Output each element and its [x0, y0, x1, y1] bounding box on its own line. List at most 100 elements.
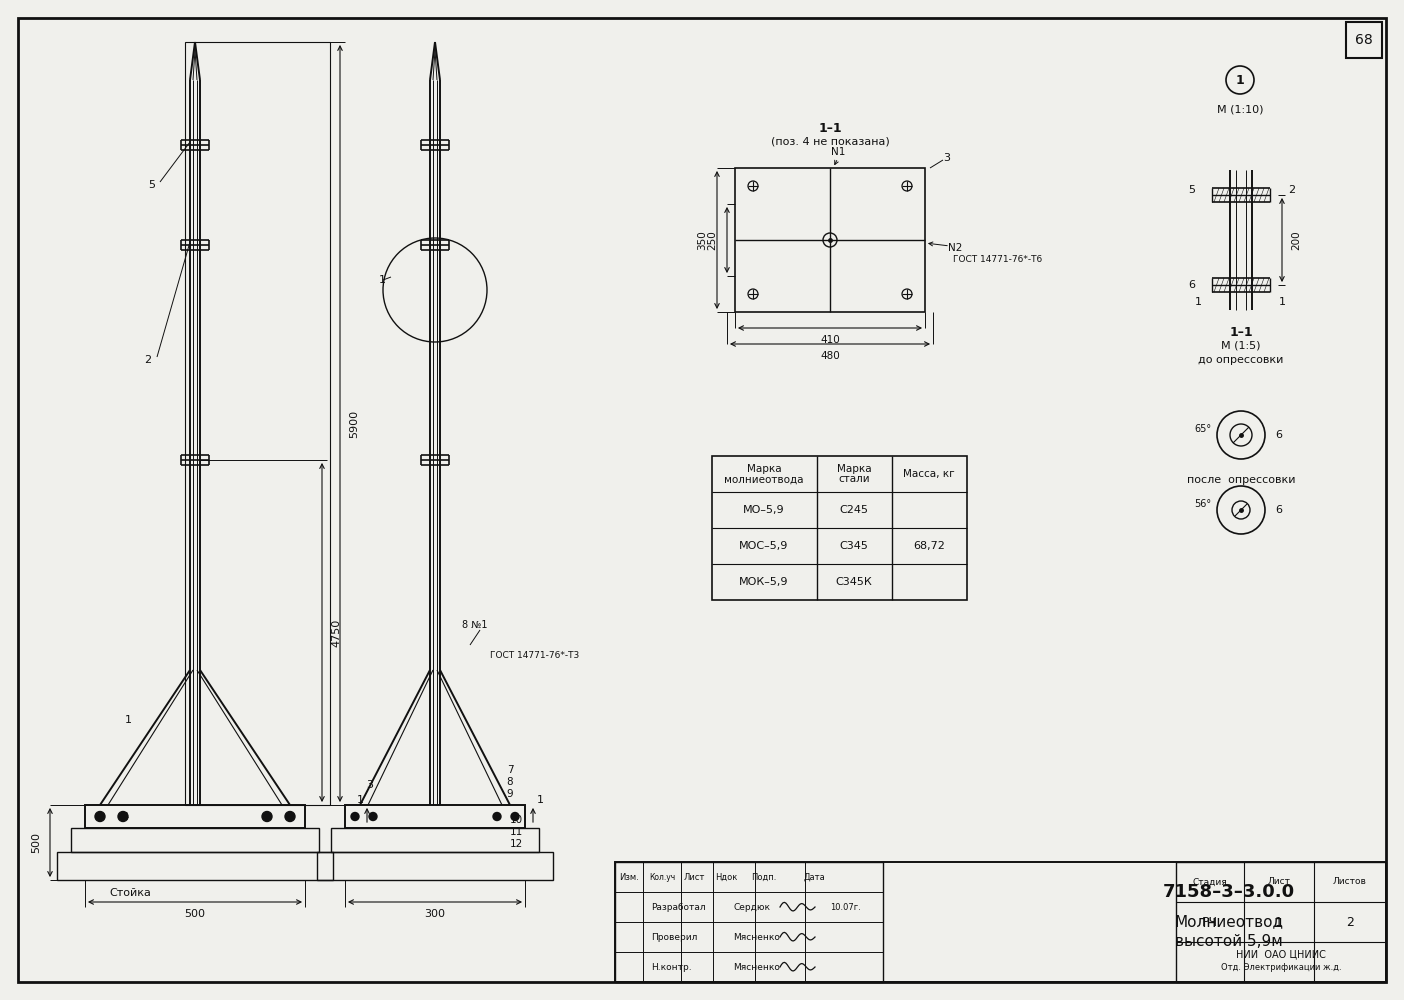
Text: Кол.уч: Кол.уч	[649, 872, 675, 882]
Text: 65°: 65°	[1195, 424, 1212, 434]
Bar	[345, 805, 525, 828]
Text: 9: 9	[507, 789, 514, 799]
Circle shape	[351, 812, 359, 820]
Text: 8: 8	[507, 777, 514, 787]
Text: 12: 12	[510, 839, 522, 849]
Text: Подп.: Подп.	[751, 872, 776, 882]
Text: 3: 3	[366, 780, 373, 790]
Text: 1: 1	[1195, 297, 1202, 307]
Text: 5900: 5900	[350, 409, 359, 438]
Text: 1–1: 1–1	[1228, 326, 1252, 338]
Text: 1–1: 1–1	[819, 121, 842, 134]
Text: Масса, кг: Масса, кг	[903, 469, 955, 479]
Text: 5: 5	[1189, 185, 1195, 195]
Circle shape	[95, 812, 105, 822]
Bar	[331, 828, 539, 852]
Text: 1: 1	[1275, 916, 1283, 928]
Text: 2: 2	[1346, 916, 1353, 928]
Text: С345: С345	[840, 541, 869, 551]
Text: 6: 6	[1275, 430, 1282, 440]
Text: (поз. 4 не показана): (поз. 4 не показана)	[771, 137, 889, 147]
Text: Ндок: Ндок	[715, 872, 737, 882]
Text: N1: N1	[831, 147, 845, 157]
Text: 4750: 4750	[331, 618, 341, 647]
Text: 1: 1	[1236, 74, 1244, 87]
Text: МОК–5,9: МОК–5,9	[740, 577, 789, 587]
Text: Изм.: Изм.	[619, 872, 639, 882]
Text: Листов: Листов	[1332, 878, 1367, 886]
Text: 1: 1	[536, 795, 543, 805]
Text: Мясненко: Мясненко	[733, 962, 779, 972]
Circle shape	[369, 812, 378, 820]
Text: Стойка: Стойка	[110, 888, 152, 898]
Text: 10: 10	[510, 815, 522, 825]
Text: Н.контр.: Н.контр.	[651, 962, 692, 972]
Bar	[185, 42, 330, 805]
Text: стали: стали	[838, 474, 870, 484]
Text: Марка: Марка	[837, 464, 872, 474]
Bar	[58, 852, 333, 880]
Text: 11: 11	[510, 827, 522, 837]
Circle shape	[493, 812, 501, 820]
Text: 1: 1	[379, 275, 386, 285]
Text: Молниеотвод: Молниеотвод	[1174, 914, 1283, 930]
Bar	[736, 168, 925, 312]
Text: 500: 500	[184, 909, 205, 919]
Text: 68: 68	[1355, 33, 1373, 47]
Text: 410: 410	[820, 335, 840, 345]
Text: НИИ  ОАО ЦНИИС: НИИ ОАО ЦНИИС	[1236, 949, 1325, 959]
Circle shape	[118, 812, 128, 822]
Text: Лист: Лист	[684, 872, 705, 882]
Text: 7158–3–3.0.0: 7158–3–3.0.0	[1163, 883, 1294, 901]
Text: 250: 250	[708, 230, 717, 250]
Text: Отд. Электрификации ж.д.: Отд. Электрификации ж.д.	[1220, 964, 1341, 972]
Text: 200: 200	[1292, 230, 1302, 250]
Text: Стадия: Стадия	[1192, 878, 1227, 886]
Circle shape	[285, 812, 295, 822]
Text: МО–5,9: МО–5,9	[743, 505, 785, 515]
Text: М (1:10): М (1:10)	[1217, 105, 1264, 115]
Bar	[317, 852, 553, 880]
Circle shape	[263, 812, 272, 822]
Text: 5: 5	[149, 180, 156, 190]
Text: 350: 350	[696, 230, 708, 250]
Bar	[1177, 862, 1386, 982]
Text: 10.07г.: 10.07г.	[830, 902, 861, 912]
Text: 1: 1	[125, 715, 132, 725]
Text: С345К: С345К	[835, 577, 872, 587]
Text: молниеотвода: молниеотвода	[724, 474, 803, 484]
Text: РЧ: РЧ	[1202, 916, 1219, 928]
Text: 56°: 56°	[1195, 499, 1212, 509]
Bar	[1346, 22, 1382, 58]
Text: 6: 6	[1189, 280, 1195, 290]
Text: Дата: Дата	[803, 872, 826, 882]
Bar	[712, 456, 967, 600]
Text: N2: N2	[948, 243, 962, 253]
Text: 1: 1	[1279, 297, 1286, 307]
Text: 500: 500	[31, 832, 41, 853]
Text: М (1:5): М (1:5)	[1221, 341, 1261, 351]
Text: Сердюк: Сердюк	[733, 902, 769, 912]
Bar	[86, 805, 305, 828]
Text: 2: 2	[1289, 185, 1296, 195]
Text: МОС–5,9: МОС–5,9	[740, 541, 789, 551]
Bar	[615, 862, 883, 982]
Text: 480: 480	[820, 351, 840, 361]
Text: Лист: Лист	[1268, 878, 1290, 886]
Text: до опрессовки: до опрессовки	[1198, 355, 1283, 365]
Text: Мясненко: Мясненко	[733, 932, 779, 942]
Text: 6: 6	[1275, 505, 1282, 515]
Circle shape	[511, 812, 519, 820]
Text: после  опрессовки: после опрессовки	[1186, 475, 1296, 485]
Text: 300: 300	[424, 909, 445, 919]
Text: 3: 3	[943, 153, 951, 163]
Text: С245: С245	[840, 505, 869, 515]
Text: высотой 5,9м: высотой 5,9м	[1175, 934, 1282, 950]
Text: 4: 4	[121, 812, 129, 822]
Text: 68,72: 68,72	[913, 541, 945, 551]
Text: ГОСТ 14771-76*-Т3: ГОСТ 14771-76*-Т3	[490, 650, 580, 660]
Text: 1: 1	[357, 795, 364, 805]
Text: 7: 7	[507, 765, 514, 775]
Text: ГОСТ 14771-76*-Т6: ГОСТ 14771-76*-Т6	[953, 255, 1042, 264]
Text: Проверил: Проверил	[651, 932, 698, 942]
